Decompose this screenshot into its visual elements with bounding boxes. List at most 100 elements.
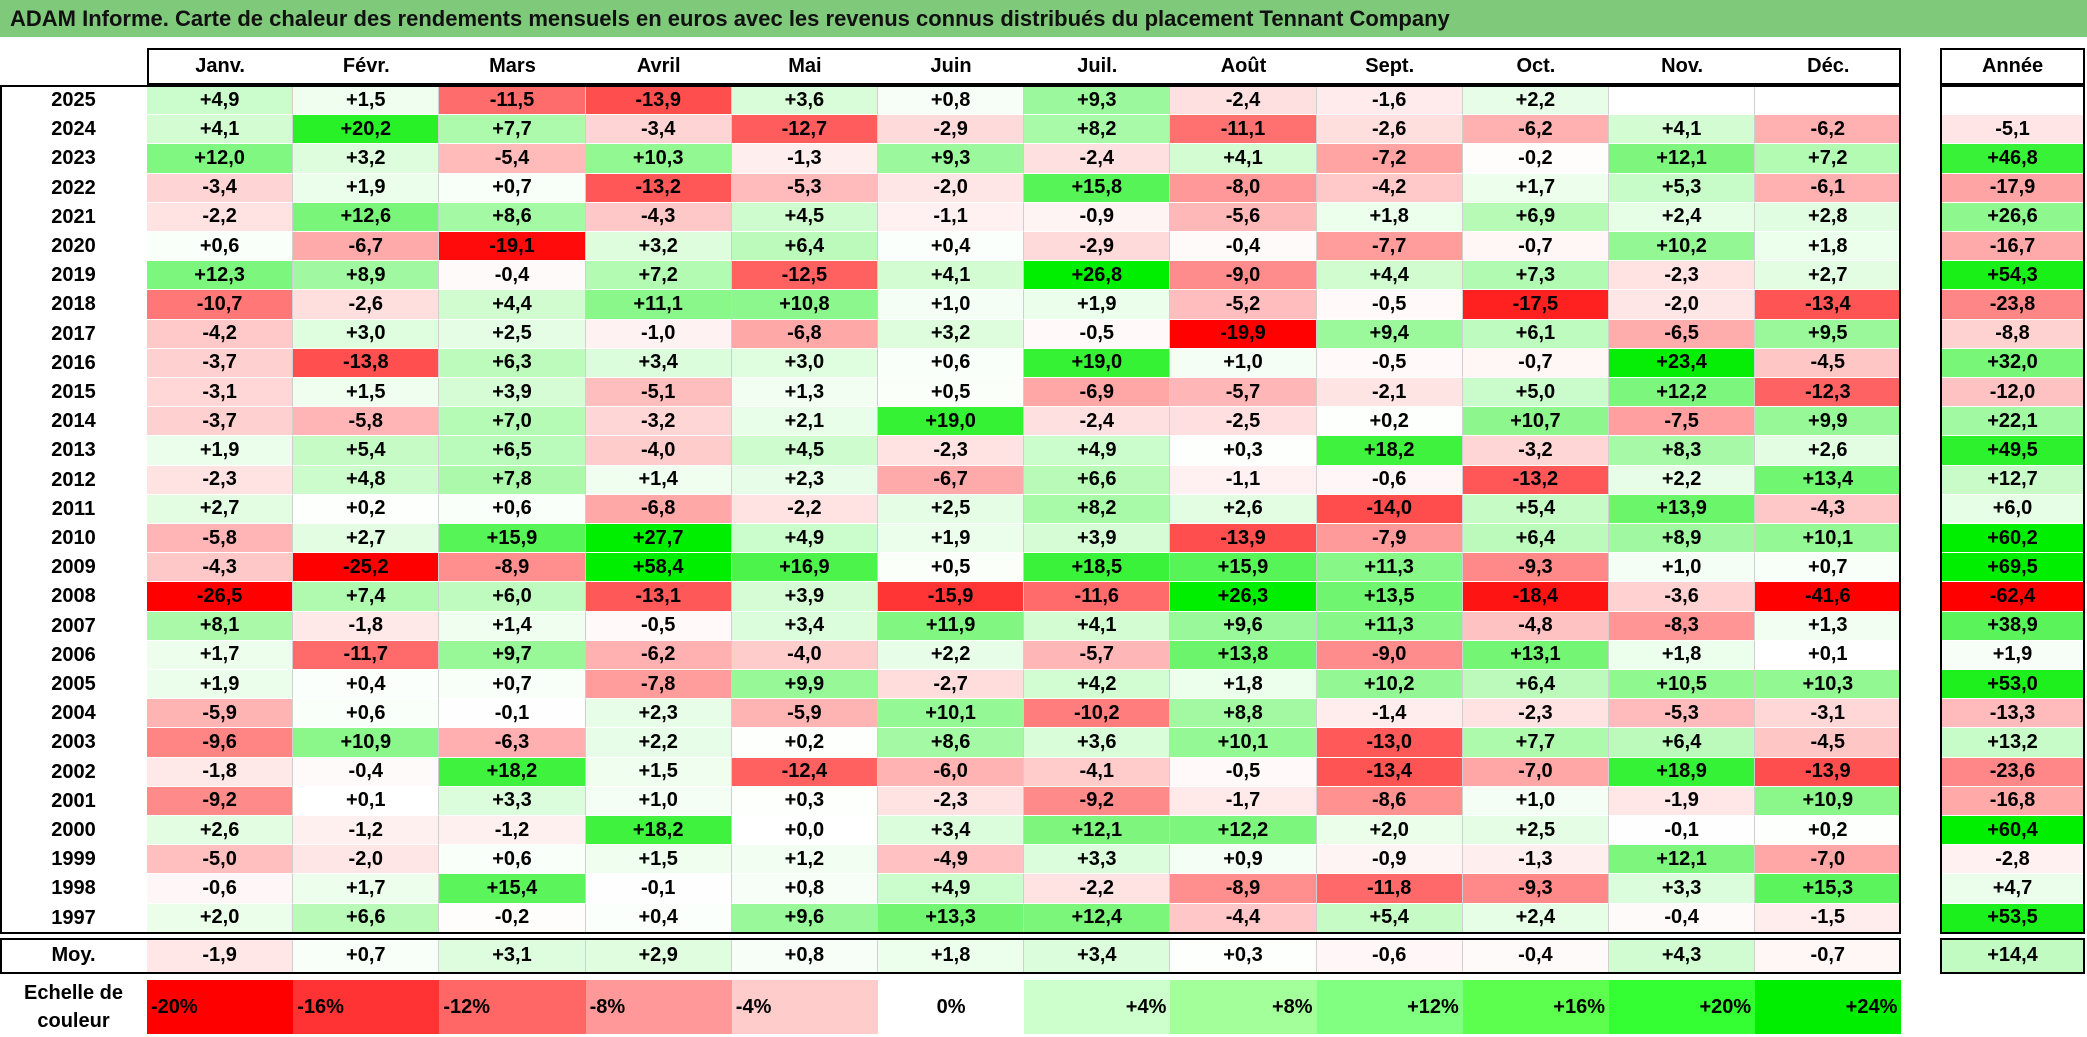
heatmap-cell: -0,5 xyxy=(1170,757,1317,787)
heatmap-cell: +15,9 xyxy=(1170,553,1317,583)
heatmap-cell: +9,9 xyxy=(1755,407,1902,437)
heatmap-cell: +1,5 xyxy=(585,845,732,875)
heatmap-cell: +1,9 xyxy=(147,670,294,700)
heatmap-cell: +15,4 xyxy=(439,874,586,904)
heatmap-cell: -0,1 xyxy=(1609,816,1756,846)
heatmap-cell: +4,4 xyxy=(439,290,586,320)
heatmap-cell: -5,8 xyxy=(147,524,294,554)
heatmap-cell: +10,3 xyxy=(1755,670,1902,700)
heatmap-cell: -6,8 xyxy=(585,494,732,524)
heatmap-cell: -1,3 xyxy=(1462,845,1609,875)
heatmap-cell: +0,7 xyxy=(1755,553,1902,583)
heatmap-cell: -2,6 xyxy=(1316,115,1463,145)
heatmap-cell: -2,3 xyxy=(147,465,294,495)
average-cell: -0,7 xyxy=(1755,938,1902,973)
heatmap-cell: +10,1 xyxy=(878,699,1025,729)
heatmap-cell: -12,7 xyxy=(731,115,878,145)
annual-header: Année xyxy=(1981,55,2044,77)
annual-cell: -8,8 xyxy=(1940,319,2085,349)
heatmap-cell: +0,4 xyxy=(293,670,440,700)
heatmap-cell: -6,8 xyxy=(731,319,878,349)
heatmap-cell: +3,3 xyxy=(439,786,586,816)
year-label: 2017 xyxy=(51,322,96,345)
heatmap-cell: -6,0 xyxy=(878,757,1025,787)
heatmap-cell: -1,3 xyxy=(731,144,878,174)
month-header: Juin xyxy=(930,55,972,77)
heatmap-cell: -9,6 xyxy=(147,728,294,758)
heatmap-cell: +11,3 xyxy=(1316,553,1463,583)
heatmap-cell: -6,3 xyxy=(439,728,586,758)
heatmap-cell: +10,5 xyxy=(1609,670,1756,700)
heatmap-cell: +26,3 xyxy=(1170,582,1317,612)
heatmap-cell: +9,6 xyxy=(731,903,878,933)
year-label: 2007 xyxy=(51,614,96,637)
heatmap-cell: -2,0 xyxy=(1609,290,1756,320)
heatmap-cell: +7,4 xyxy=(293,582,440,612)
year-label: 2015 xyxy=(51,381,96,404)
heatmap-cell: +8,9 xyxy=(293,261,440,291)
heatmap-cell: -7,7 xyxy=(1316,232,1463,262)
heatmap-cell: +1,5 xyxy=(585,757,732,787)
heatmap-cell: +0,0 xyxy=(731,816,878,846)
heatmap-cell: +8,2 xyxy=(1024,115,1171,145)
annual-cell: -16,7 xyxy=(1940,232,2085,262)
heatmap-cell: -6,7 xyxy=(878,465,1025,495)
heatmap-cell: +2,1 xyxy=(731,407,878,437)
annual-cell: +53,5 xyxy=(1940,903,2085,933)
year-label: 1997 xyxy=(51,906,96,929)
color-scale-swatch: -4% xyxy=(731,980,878,1034)
average-cell: +0,8 xyxy=(731,938,878,973)
heatmap-cell: -9,2 xyxy=(147,786,294,816)
heatmap-cell: +15,3 xyxy=(1755,874,1902,904)
heatmap-cell: -1,1 xyxy=(1170,465,1317,495)
heatmap-cell: +11,1 xyxy=(585,290,732,320)
heatmap-cell: +3,6 xyxy=(1024,728,1171,758)
heatmap-cell: +2,5 xyxy=(439,319,586,349)
heatmap-cell: +7,8 xyxy=(439,465,586,495)
heatmap-cell: +2,7 xyxy=(293,524,440,554)
heatmap-cell: -0,1 xyxy=(439,699,586,729)
heatmap-cell: -3,7 xyxy=(147,348,294,378)
heatmap-cell: +1,8 xyxy=(1755,232,1902,262)
heatmap-cell: +5,4 xyxy=(1316,903,1463,933)
color-scale-swatch: +12% xyxy=(1316,980,1463,1034)
heatmap-cell: -5,3 xyxy=(1609,699,1756,729)
heatmap-cell: +1,9 xyxy=(147,436,294,466)
heatmap-cell: +0,8 xyxy=(731,874,878,904)
heatmap-cell: +12,1 xyxy=(1609,845,1756,875)
heatmap-cell: +12,4 xyxy=(1024,903,1171,933)
heatmap-cell: +6,5 xyxy=(439,436,586,466)
heatmap-cell: -13,4 xyxy=(1316,757,1463,787)
year-label: 2024 xyxy=(51,118,96,141)
heatmap-cell: -3,7 xyxy=(147,407,294,437)
heatmap-cell: -2,2 xyxy=(1024,874,1171,904)
heatmap-cell: -13,4 xyxy=(1755,290,1902,320)
color-scale-swatch: +24% xyxy=(1755,980,1902,1034)
heatmap-cell: -0,2 xyxy=(1462,144,1609,174)
heatmap-cell: -0,6 xyxy=(1316,465,1463,495)
heatmap-cell: -1,8 xyxy=(147,757,294,787)
annual-cell: -2,8 xyxy=(1940,845,2085,875)
heatmap-cell: +0,8 xyxy=(878,86,1025,116)
heatmap-cell: +10,9 xyxy=(1755,786,1902,816)
heatmap-cell: +2,6 xyxy=(147,816,294,846)
color-scale-swatch: -16% xyxy=(293,980,440,1034)
heatmap-cell: +1,2 xyxy=(731,845,878,875)
heatmap-cell: +12,1 xyxy=(1024,816,1171,846)
heatmap-cell: +4,9 xyxy=(1024,436,1171,466)
heatmap-cell: -2,2 xyxy=(731,494,878,524)
heatmap-cell: +0,2 xyxy=(731,728,878,758)
heatmap-cell: -7,2 xyxy=(1316,144,1463,174)
heatmap-cell: +4,1 xyxy=(878,261,1025,291)
heatmap-cell: -4,9 xyxy=(878,845,1025,875)
annual-cell: -5,1 xyxy=(1940,115,2085,145)
heatmap-cell: +5,3 xyxy=(1609,173,1756,203)
heatmap-cell: +4,1 xyxy=(1609,115,1756,145)
heatmap-cell: +3,4 xyxy=(731,611,878,641)
average-cell: -1,9 xyxy=(147,938,294,973)
heatmap-cell: -0,7 xyxy=(1462,348,1609,378)
heatmap-cell: -1,0 xyxy=(585,319,732,349)
heatmap-cell: +1,9 xyxy=(1024,290,1171,320)
heatmap-cell: +1,8 xyxy=(1609,640,1756,670)
heatmap-cell: +5,4 xyxy=(293,436,440,466)
